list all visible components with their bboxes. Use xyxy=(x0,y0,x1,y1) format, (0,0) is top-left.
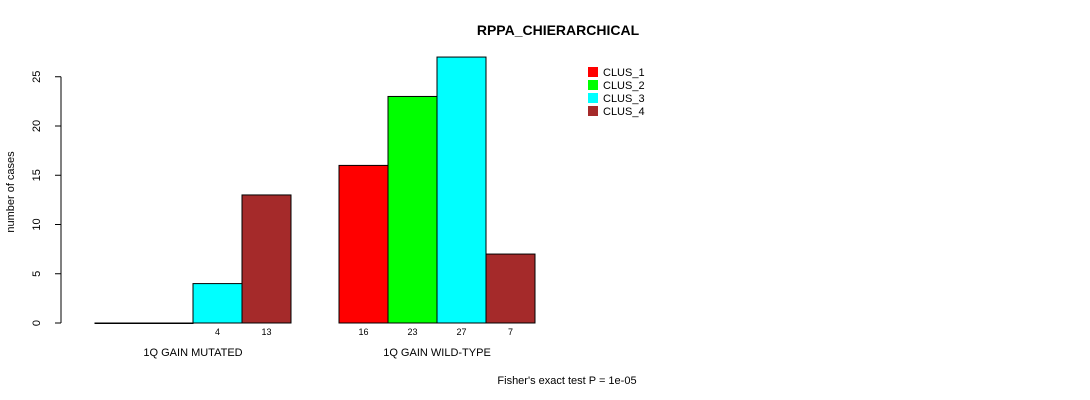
y-tick-label: 25 xyxy=(31,71,43,83)
group-labels: 1Q GAIN MUTATED 1Q GAIN WILD-TYPE xyxy=(143,347,490,359)
bars xyxy=(94,56,536,324)
bar-clus-3-mutated xyxy=(192,283,243,324)
count-labels: 4 13 16 23 27 7 xyxy=(215,327,513,337)
bar-clus-3-wild-type xyxy=(436,56,487,324)
legend-label: CLUS_2 xyxy=(603,80,645,92)
y-tick-label: 0 xyxy=(31,320,43,326)
bar-clus-1-mutated xyxy=(94,322,145,324)
bar-count-label: 16 xyxy=(358,327,368,337)
legend-swatch xyxy=(588,80,598,90)
y-tick-label: 15 xyxy=(31,169,43,181)
legend-swatch xyxy=(588,93,598,103)
bar-clus-2-mutated xyxy=(143,322,194,324)
bar-clus-4-mutated xyxy=(241,194,292,324)
legend-swatch xyxy=(588,106,598,116)
y-tick-label: 10 xyxy=(31,218,43,230)
bar-clus-1-wild-type xyxy=(338,164,389,324)
bar-count-label: 7 xyxy=(508,327,513,337)
bar-count-label: 13 xyxy=(261,327,271,337)
category-label: 1Q GAIN WILD-TYPE xyxy=(383,347,491,359)
footnote: Fisher's exact test P = 1e-05 xyxy=(497,375,636,387)
bar-count-label: 23 xyxy=(407,327,417,337)
bar-clus-2-wild-type xyxy=(387,95,438,324)
y-tick-label: 5 xyxy=(31,271,43,277)
bar-count-label: 4 xyxy=(215,327,220,337)
legend-label: CLUS_1 xyxy=(603,67,645,79)
bar-clus-4-wild-type xyxy=(485,253,536,324)
y-tick-label: 20 xyxy=(31,120,43,132)
legend-swatch xyxy=(588,67,598,77)
bar-count-label: 27 xyxy=(456,327,466,337)
y-axis-label: number of cases xyxy=(5,151,17,233)
legend-label: CLUS_4 xyxy=(603,106,645,118)
category-label: 1Q GAIN MUTATED xyxy=(143,347,242,359)
y-axis: 0 5 10 15 20 25 xyxy=(31,71,62,326)
chart-title: RPPA_CHIERARCHICAL xyxy=(477,22,640,38)
legend-label: CLUS_3 xyxy=(603,93,645,105)
